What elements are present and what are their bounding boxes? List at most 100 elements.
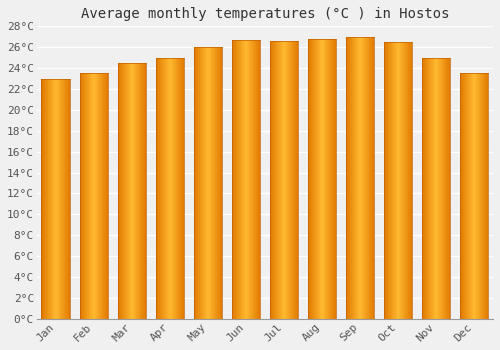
- Bar: [171, 58, 172, 319]
- Bar: [323, 39, 324, 319]
- Bar: [164, 58, 166, 319]
- Bar: [324, 39, 325, 319]
- Bar: [386, 42, 387, 319]
- Bar: [410, 42, 411, 319]
- Bar: [427, 58, 428, 319]
- Bar: [434, 58, 435, 319]
- Bar: [52, 78, 53, 319]
- Bar: [449, 58, 450, 319]
- Bar: [235, 40, 236, 319]
- Bar: [179, 58, 180, 319]
- Bar: [365, 37, 366, 319]
- Bar: [369, 37, 370, 319]
- Bar: [470, 73, 471, 319]
- Bar: [139, 63, 140, 319]
- Bar: [424, 58, 425, 319]
- Bar: [335, 39, 336, 319]
- Bar: [463, 73, 464, 319]
- Bar: [98, 73, 99, 319]
- Bar: [276, 41, 277, 319]
- Bar: [201, 47, 202, 319]
- Bar: [90, 73, 91, 319]
- Bar: [240, 40, 242, 319]
- Bar: [82, 73, 83, 319]
- Bar: [102, 73, 103, 319]
- Bar: [310, 39, 311, 319]
- Bar: [68, 78, 69, 319]
- Bar: [423, 58, 424, 319]
- Bar: [66, 78, 67, 319]
- Bar: [428, 58, 429, 319]
- Bar: [293, 41, 294, 319]
- Bar: [218, 47, 220, 319]
- Bar: [332, 39, 333, 319]
- Bar: [86, 73, 87, 319]
- Bar: [80, 73, 81, 319]
- Bar: [359, 37, 360, 319]
- Bar: [160, 58, 162, 319]
- Bar: [396, 42, 397, 319]
- Bar: [353, 37, 354, 319]
- Bar: [478, 73, 479, 319]
- Bar: [438, 58, 439, 319]
- Bar: [59, 78, 60, 319]
- Bar: [53, 78, 54, 319]
- Bar: [132, 63, 133, 319]
- Bar: [94, 73, 95, 319]
- Bar: [387, 42, 388, 319]
- Bar: [136, 63, 137, 319]
- Bar: [467, 73, 468, 319]
- Bar: [244, 40, 246, 319]
- Bar: [405, 42, 406, 319]
- Bar: [213, 47, 214, 319]
- Bar: [442, 58, 443, 319]
- Bar: [204, 47, 205, 319]
- Bar: [43, 78, 44, 319]
- Bar: [319, 39, 320, 319]
- Bar: [432, 58, 433, 319]
- Bar: [118, 63, 119, 319]
- Bar: [313, 39, 314, 319]
- Bar: [127, 63, 128, 319]
- Bar: [125, 63, 126, 319]
- Bar: [84, 73, 85, 319]
- Bar: [61, 78, 62, 319]
- Bar: [317, 39, 318, 319]
- Bar: [373, 37, 374, 319]
- Bar: [176, 58, 177, 319]
- Bar: [288, 41, 289, 319]
- Bar: [167, 58, 168, 319]
- Bar: [334, 39, 335, 319]
- Bar: [123, 63, 124, 319]
- Bar: [440, 58, 441, 319]
- Bar: [422, 58, 423, 319]
- Bar: [124, 63, 125, 319]
- Bar: [284, 41, 285, 319]
- Bar: [399, 42, 400, 319]
- Bar: [425, 58, 426, 319]
- Bar: [63, 78, 64, 319]
- Bar: [480, 73, 481, 319]
- Bar: [51, 78, 52, 319]
- Bar: [398, 42, 399, 319]
- Bar: [54, 78, 55, 319]
- Bar: [392, 42, 393, 319]
- Bar: [389, 42, 390, 319]
- Bar: [482, 73, 483, 319]
- Bar: [105, 73, 106, 319]
- Bar: [311, 39, 312, 319]
- Bar: [362, 37, 363, 319]
- Bar: [258, 40, 259, 319]
- Bar: [443, 58, 444, 319]
- Bar: [126, 63, 127, 319]
- Bar: [247, 40, 248, 319]
- Bar: [206, 47, 208, 319]
- Bar: [44, 78, 45, 319]
- Bar: [393, 42, 394, 319]
- Bar: [370, 37, 371, 319]
- Bar: [361, 37, 362, 319]
- Bar: [172, 58, 173, 319]
- Bar: [409, 42, 410, 319]
- Bar: [83, 73, 84, 319]
- Bar: [431, 58, 432, 319]
